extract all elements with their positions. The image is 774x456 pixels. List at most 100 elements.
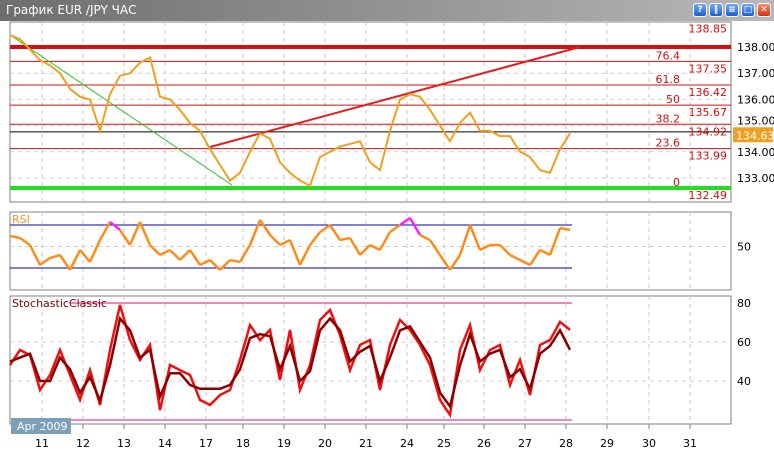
rsi-segment [378,231,392,251]
stochastic-tick-label: 80 [737,297,751,310]
x-tick-label: 27 [518,437,532,450]
x-tick-label: 19 [277,437,291,450]
price-series [9,34,571,188]
rsi-segment [118,229,132,246]
rsi-segment [428,239,442,256]
rsi-segment [98,221,112,241]
x-tick-label: 26 [477,437,491,450]
rsi-segment [68,249,82,271]
rsi-panel [9,211,732,291]
fib-price-label: 132.49 [689,189,728,202]
rsi-segment [468,224,482,251]
price-panel [9,21,732,203]
rsi-segment [339,236,351,242]
window-titlebar: График EUR /JPY ЧАС ? ‖ ≡ □ ✕ [0,0,774,21]
rsi-segment [399,216,411,227]
rsi-segment [458,224,472,256]
stochastic-title: StochasticClassic [12,297,107,310]
rsi-segment [199,258,211,267]
stochastic-tick-label: 60 [737,336,751,349]
rsi-segment [39,256,51,267]
rsi-segment [539,248,551,257]
current-price-badge [733,127,773,143]
rsi-segment [509,253,521,262]
rsi-segment [499,244,511,256]
rsi-title: RSI [12,213,30,226]
rsi-segment [58,254,72,271]
price-tick-label: 137.00 [737,67,774,80]
stochastic-signal-line [9,315,572,410]
period-badge [11,418,71,434]
x-tick-label: 14 [158,437,172,450]
trend-line-down [9,34,233,186]
trend-line-up [209,46,581,148]
rsi-segment [438,254,452,271]
close-button[interactable]: ✕ [757,3,771,17]
help-button[interactable]: ? [693,3,707,17]
rsi-segment [109,221,121,231]
x-tick-label: 28 [559,437,573,450]
x-tick-label: 31 [683,437,697,450]
rsi-segment [348,237,362,256]
x-tick-label: 21 [359,437,373,450]
rsi-segment [479,243,491,252]
rsi-segment [359,244,371,256]
price-tick-label: 134.00 [737,146,774,159]
rsi-segment [49,253,61,260]
rsi-segment [28,244,42,266]
window-controls: ? ‖ ≡ □ ✕ [693,3,771,17]
rsi-segment [79,249,91,263]
rsi-segment [408,217,422,236]
rsi-segment [328,224,342,241]
fib-price-label: 134.92 [689,125,728,138]
rsi-segment [159,248,171,257]
price-tick-label: 135.00 [737,114,774,127]
fib-level-label: 138.85 [689,23,728,36]
maximize-button[interactable]: □ [741,3,755,17]
rsi-segment [169,249,181,261]
x-tick-label: 17 [199,437,213,450]
x-tick-label: 24 [400,437,414,450]
fib-price-label: 137.35 [689,62,728,75]
x-tick-label: 29 [600,437,614,450]
rsi-segment [149,244,161,256]
rsi-segment [179,249,191,261]
fib-percent-label: 61.8 [656,73,681,86]
fib-percent-label: 23.6 [656,137,681,150]
rsi-tick-label: 50 [737,241,751,254]
rsi-segment [248,219,262,246]
rsi-segment [9,234,21,240]
rsi-segment [229,258,241,264]
list-button[interactable]: ≡ [725,3,739,17]
rsi-segment [288,239,302,266]
price-tick-label: 138.00 [737,41,774,54]
x-tick-label: 11 [35,437,49,450]
x-tick-label: 13 [117,437,131,450]
rsi-segment [269,234,281,246]
current-price-label: 134.63 [736,129,774,142]
fib-price-label: 135.67 [689,106,728,119]
rsi-segment [319,223,331,234]
rsi-segment [138,221,152,246]
x-tick-label: 20 [318,437,332,450]
x-tick-label: 12 [76,437,90,450]
window-title: График EUR /JPY ЧАС [6,3,137,17]
rsi-segment [238,244,252,263]
rsi-segment [128,221,142,246]
rsi-segment [419,233,431,242]
rsi-segment [88,239,102,263]
rsi-segment [209,259,221,271]
rsi-segment [298,244,312,266]
rsi-segment [548,227,562,256]
x-tick-label: 18 [236,437,250,450]
fib-price-label: 133.99 [689,150,728,163]
fib-price-label: 136.42 [689,86,728,99]
fib-percent-label: 76.4 [656,49,681,62]
x-tick-label: 25 [437,437,451,450]
rsi-segment [519,258,531,267]
rsi-segment [219,259,231,271]
pause-button[interactable]: ‖ [709,3,723,17]
rsi-segment [559,226,571,232]
rsi-segment [389,223,401,234]
